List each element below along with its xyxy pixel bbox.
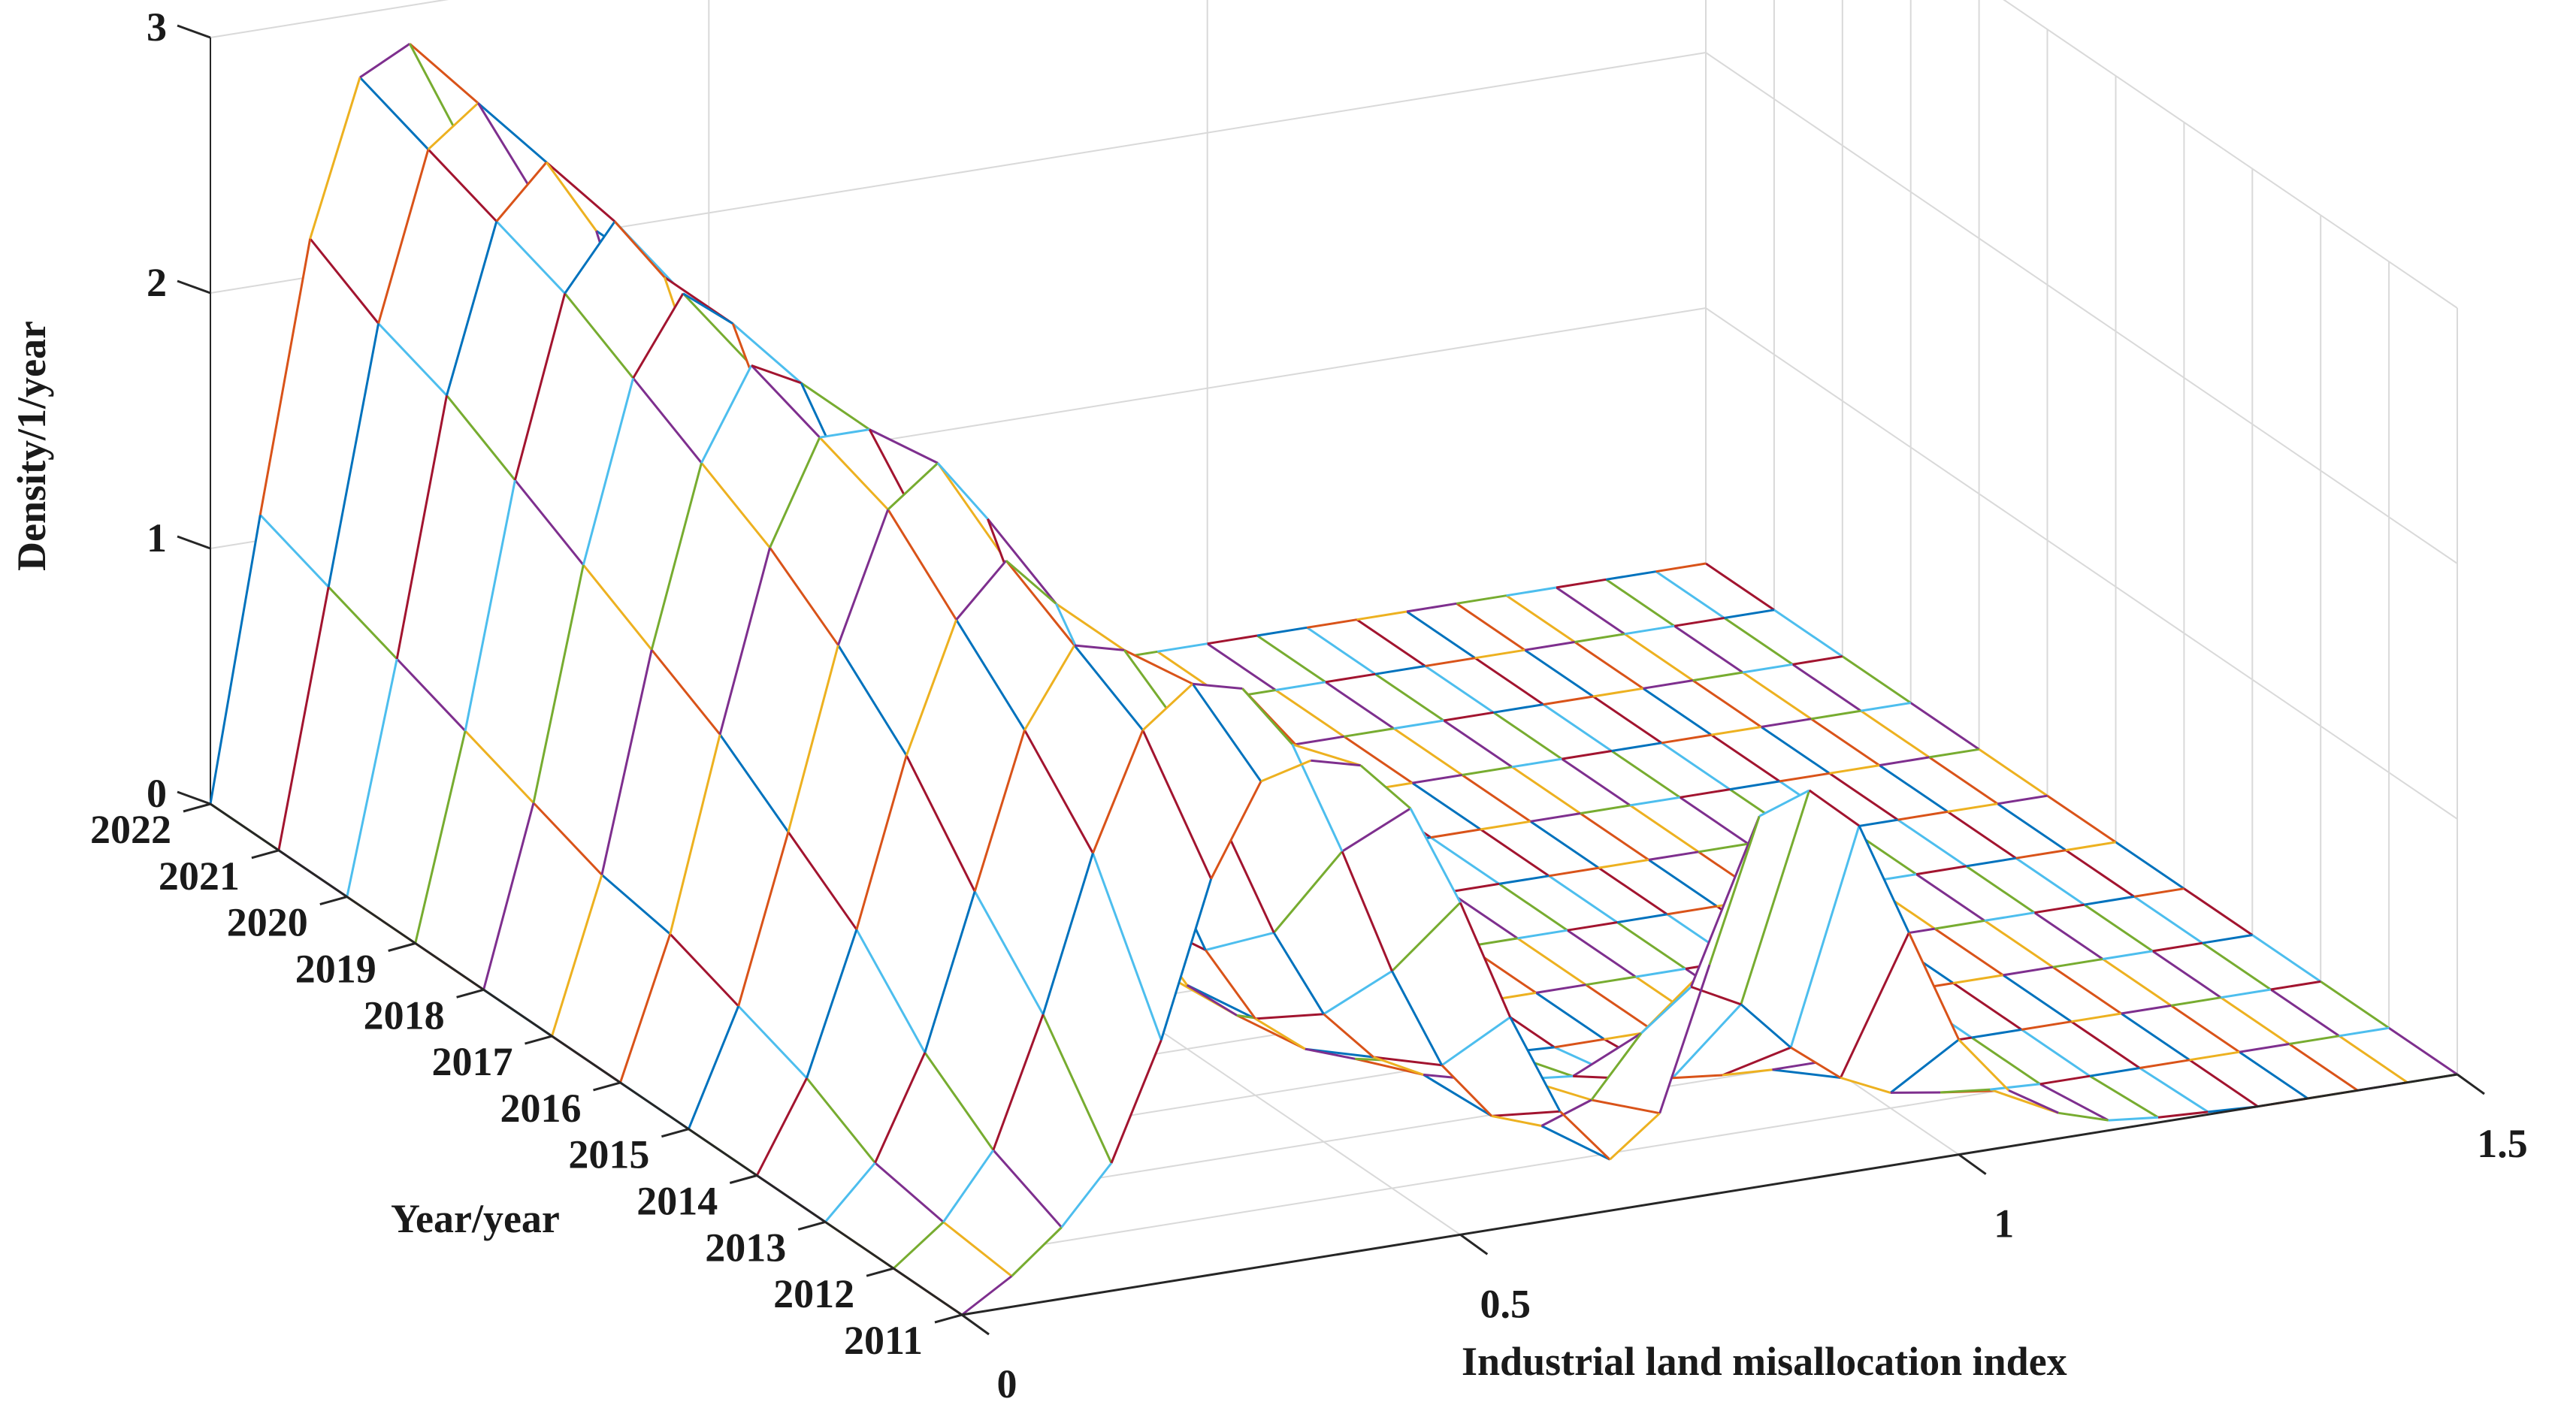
year-tick bbox=[525, 1036, 552, 1044]
x-tick bbox=[2457, 1074, 2484, 1094]
z-tick bbox=[177, 792, 210, 804]
year-tick-label: 2019 bbox=[295, 947, 376, 992]
z-tick bbox=[177, 26, 210, 38]
year-tick-label: 2020 bbox=[227, 900, 308, 945]
x-tick bbox=[1959, 1155, 1986, 1174]
year-tick bbox=[389, 944, 416, 951]
year-tick bbox=[252, 851, 279, 858]
year-tick bbox=[866, 1268, 893, 1276]
year-tick-label: 2014 bbox=[636, 1179, 718, 1224]
year-tick bbox=[730, 1176, 757, 1183]
x-tick-label: 0 bbox=[997, 1361, 1017, 1406]
year-tick-label: 2016 bbox=[500, 1086, 582, 1131]
x-axis-label: Industrial land misallocation index bbox=[1462, 1339, 2067, 1384]
z-tick-label: 3 bbox=[147, 5, 167, 50]
year-tick bbox=[320, 897, 347, 905]
year-tick bbox=[798, 1222, 825, 1229]
grid-line bbox=[1706, 0, 2457, 308]
year-tick-label: 2021 bbox=[159, 854, 240, 899]
year-tick bbox=[594, 1083, 621, 1090]
grid-line bbox=[210, 0, 1706, 38]
year-tick-label: 2017 bbox=[432, 1039, 513, 1084]
x-tick-label: 0.5 bbox=[1480, 1281, 1531, 1326]
year-tick bbox=[661, 1129, 688, 1137]
z-tick-label: 0 bbox=[147, 771, 167, 816]
z-tick bbox=[177, 536, 210, 548]
x-axis-line bbox=[962, 1074, 2457, 1315]
x-tick bbox=[962, 1315, 989, 1334]
year-tick-label: 2012 bbox=[773, 1271, 854, 1316]
x-tick-label: 1.5 bbox=[2477, 1121, 2528, 1166]
z-tick bbox=[177, 281, 210, 293]
z-tick-label: 2 bbox=[147, 260, 167, 305]
x-tick bbox=[1460, 1234, 1487, 1254]
year-tick bbox=[935, 1315, 962, 1322]
grid-line bbox=[1706, 53, 2457, 563]
z-axis-label: Density/1/year bbox=[9, 321, 54, 571]
year-tick-label: 2015 bbox=[568, 1132, 649, 1177]
z-tick-label: 1 bbox=[147, 515, 167, 560]
year-tick-label: 2011 bbox=[844, 1318, 923, 1363]
year-tick-label: 2013 bbox=[705, 1225, 786, 1270]
year-tick bbox=[183, 804, 210, 811]
year-tick-label: 2018 bbox=[364, 993, 445, 1038]
y-axis-label: Year/year bbox=[391, 1196, 560, 1241]
year-tick bbox=[457, 990, 484, 997]
x-tick-label: 1 bbox=[1994, 1201, 2014, 1246]
